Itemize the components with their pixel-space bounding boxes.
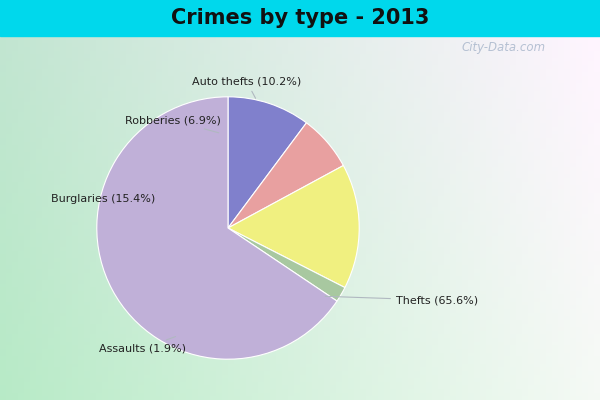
Wedge shape xyxy=(228,123,343,228)
Text: City-Data.com: City-Data.com xyxy=(462,42,546,54)
Wedge shape xyxy=(228,97,307,228)
Wedge shape xyxy=(97,97,337,359)
Wedge shape xyxy=(228,228,345,301)
Text: Auto thefts (10.2%): Auto thefts (10.2%) xyxy=(192,76,301,98)
Bar xyxy=(0,0,600,36)
Text: Burglaries (15.4%): Burglaries (15.4%) xyxy=(51,191,156,204)
Text: Assaults (1.9%): Assaults (1.9%) xyxy=(99,336,186,354)
Text: Crimes by type - 2013: Crimes by type - 2013 xyxy=(171,8,429,28)
Wedge shape xyxy=(228,166,359,288)
Text: Thefts (65.6%): Thefts (65.6%) xyxy=(325,295,478,305)
Text: Robberies (6.9%): Robberies (6.9%) xyxy=(125,116,221,133)
